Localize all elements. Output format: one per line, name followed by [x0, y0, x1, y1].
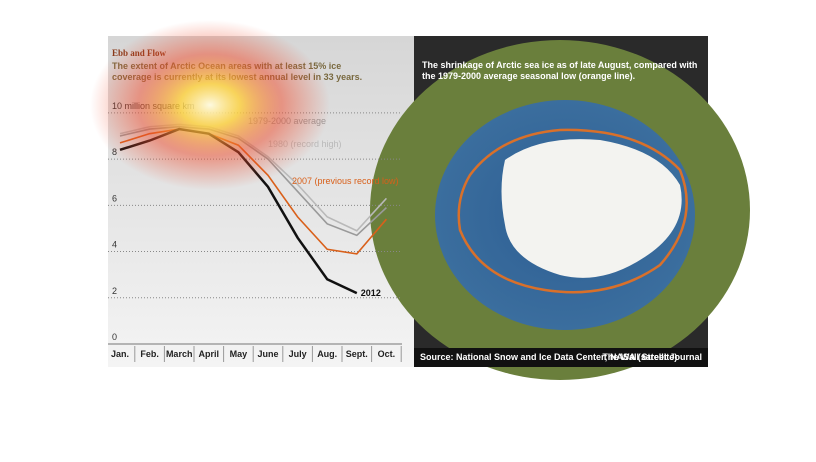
- source: Source: National Snow and Ice Data Cente…: [420, 352, 677, 362]
- x-tick-label: Jan.: [111, 349, 129, 359]
- x-tick-label: Sept.: [346, 349, 368, 359]
- series-label: 1979-2000 average: [248, 116, 326, 126]
- x-tick-label: Oct.: [378, 349, 396, 359]
- x-tick-label: Aug.: [317, 349, 337, 359]
- chart-title: Ebb and Flow: [112, 48, 167, 58]
- series-label: 2007 (previous record low): [292, 176, 399, 186]
- chart-subtitle: The extent of Arctic Ocean areas with at…: [112, 61, 363, 82]
- credit: The Wall Street Journal: [602, 352, 702, 362]
- y-tick-label: 4: [112, 240, 117, 250]
- x-tick-label: April: [199, 349, 220, 359]
- series-label: 2012: [361, 288, 381, 298]
- subtitle-box: The extent of Arctic Ocean areas with at…: [112, 61, 363, 82]
- x-tick-label: March: [166, 349, 193, 359]
- map-footer: [414, 348, 708, 367]
- map-caption: The shrinkage of Arctic sea ice as of la…: [422, 60, 698, 81]
- y-tick-label: 10 million square km: [112, 101, 195, 111]
- y-tick-label: 8: [112, 147, 117, 157]
- average-low-outline: [457, 128, 688, 294]
- map-caption-box: The shrinkage of Arctic sea ice as of la…: [422, 60, 698, 81]
- y-tick-label: 0: [112, 332, 117, 342]
- series-label: 1980 (record high): [268, 139, 342, 149]
- x-tick-label: Feb.: [140, 349, 159, 359]
- x-tick-label: June: [257, 349, 278, 359]
- map-panel: The shrinkage of Arctic sea ice as of la…: [370, 36, 750, 380]
- y-tick-label: 2: [112, 286, 117, 296]
- y-tick-label: 6: [112, 193, 117, 203]
- x-tick-label: May: [230, 349, 248, 359]
- sea-ice: [501, 139, 682, 278]
- x-tick-label: July: [289, 349, 307, 359]
